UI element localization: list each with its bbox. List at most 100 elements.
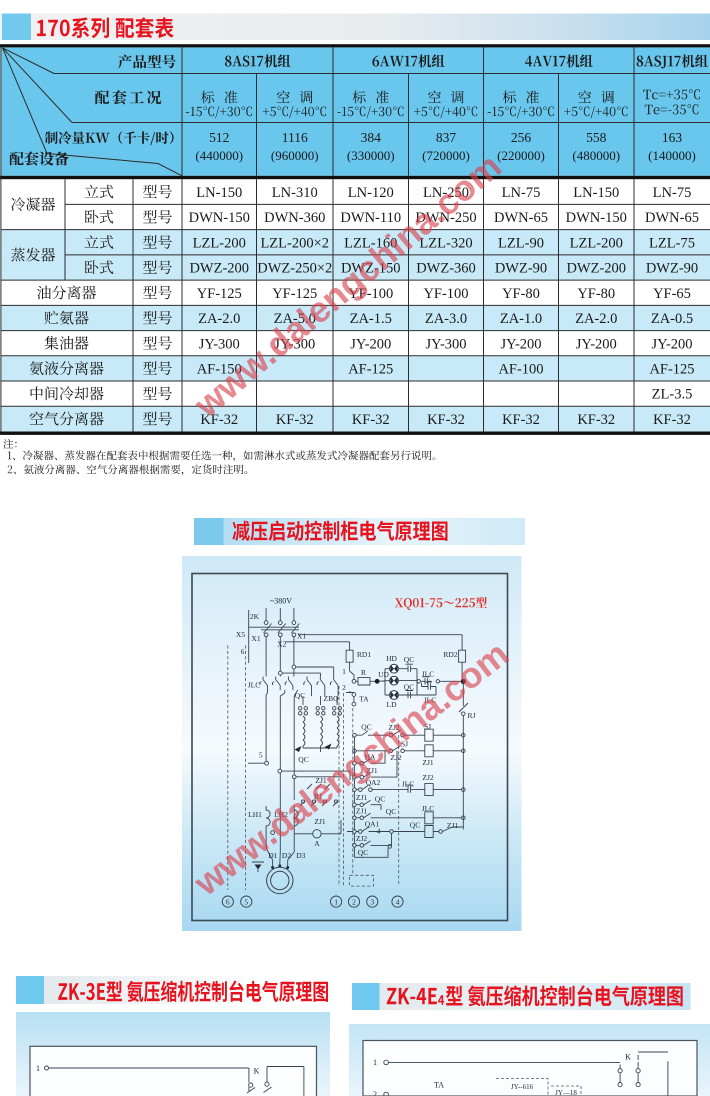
svg-text:DWN-65: DWN-65 <box>494 210 548 226</box>
svg-text:163: 163 <box>662 130 683 145</box>
svg-text:JY-200: JY-200 <box>500 336 541 352</box>
svg-text:ZJ1: ZJ1 <box>356 793 368 802</box>
svg-text:6: 6 <box>226 897 230 906</box>
svg-text:LZL-200: LZL-200 <box>193 235 246 251</box>
svg-text:KF-32: KF-32 <box>352 412 390 428</box>
svg-text:JLC: JLC <box>402 780 415 789</box>
svg-text:DWZ-150: DWZ-150 <box>341 261 401 277</box>
svg-text:LZL-200: LZL-200 <box>570 235 623 251</box>
svg-text:KF-32: KF-32 <box>577 412 615 428</box>
svg-text:ZA-5.0: ZA-5.0 <box>274 311 316 327</box>
svg-text:UD: UD <box>378 670 389 679</box>
svg-text:384: 384 <box>361 130 382 145</box>
svg-text:RD2: RD2 <box>443 650 457 659</box>
svg-text:QA1: QA1 <box>365 820 380 829</box>
svg-text:K: K <box>625 1052 631 1061</box>
svg-text:LN-250: LN-250 <box>423 185 469 201</box>
svg-text:QC: QC <box>386 807 396 816</box>
svg-text:DWN-250: DWN-250 <box>415 210 476 226</box>
svg-text:4: 4 <box>396 897 400 906</box>
svg-text:LN-150: LN-150 <box>196 185 242 201</box>
svg-text:LZL-160: LZL-160 <box>344 235 397 251</box>
svg-text:1: 1 <box>334 897 338 906</box>
svg-text:5: 5 <box>244 897 248 906</box>
svg-text:QC: QC <box>358 848 368 857</box>
svg-text:ZJ1: ZJ1 <box>356 807 368 816</box>
svg-text:TA: TA <box>434 1080 444 1089</box>
svg-text:LN-310: LN-310 <box>272 185 318 201</box>
svg-text:(330000): (330000) <box>347 148 395 163</box>
svg-text:JY-200: JY-200 <box>576 336 617 352</box>
svg-text:YF-125: YF-125 <box>272 286 317 302</box>
svg-text:837: 837 <box>436 130 457 145</box>
svg-text:KF-32: KF-32 <box>502 412 540 428</box>
svg-text:5: 5 <box>259 751 263 760</box>
svg-text:AF-100: AF-100 <box>498 362 543 378</box>
svg-text:ZJ1: ZJ1 <box>366 766 378 775</box>
svg-text:(480000): (480000) <box>572 148 620 163</box>
svg-text:DWN-150: DWN-150 <box>566 210 627 226</box>
svg-text:YF-125: YF-125 <box>197 286 242 302</box>
svg-text:DWZ-250×2: DWZ-250×2 <box>257 261 332 277</box>
svg-text:512: 512 <box>209 130 229 145</box>
svg-text:ZJ2: ZJ2 <box>390 753 402 762</box>
svg-text:RD1: RD1 <box>357 650 371 659</box>
svg-text:ZJ2: ZJ2 <box>356 834 368 843</box>
svg-text:HA: HA <box>365 753 376 762</box>
svg-text:1116: 1116 <box>282 130 308 145</box>
svg-text:(440000): (440000) <box>195 148 243 163</box>
svg-text:ZA-3.0: ZA-3.0 <box>425 311 467 327</box>
svg-text:A: A <box>314 839 320 848</box>
svg-text:558: 558 <box>586 130 607 145</box>
svg-text:QC: QC <box>295 691 305 700</box>
svg-text:JY--616: JY--616 <box>511 1083 534 1091</box>
svg-text:2: 2 <box>342 683 346 692</box>
svg-text:ZA-1.0: ZA-1.0 <box>500 311 542 327</box>
svg-text:QC: QC <box>410 821 420 830</box>
svg-text:ZL-3.5: ZL-3.5 <box>652 387 693 403</box>
svg-text:KF-32: KF-32 <box>200 412 238 428</box>
svg-text:1: 1 <box>342 667 346 676</box>
svg-text:AF-150: AF-150 <box>197 362 242 378</box>
svg-text:QC: QC <box>404 683 414 692</box>
svg-text:HD: HD <box>386 654 397 663</box>
svg-text:JLC: JLC <box>422 804 435 813</box>
svg-text:1: 1 <box>373 1058 377 1067</box>
svg-text:SJ: SJ <box>424 722 431 731</box>
svg-text:LH1: LH1 <box>248 810 262 819</box>
svg-text:D3: D3 <box>296 851 305 860</box>
svg-text:YF-100: YF-100 <box>423 286 468 302</box>
svg-text:ZA-0.5: ZA-0.5 <box>651 311 693 327</box>
svg-text:KF-32: KF-32 <box>427 412 465 428</box>
svg-text:JLC: JLC <box>424 696 437 705</box>
svg-text:DWZ-90: DWZ-90 <box>646 261 698 277</box>
svg-text:X1: X1 <box>297 632 306 641</box>
svg-text:YF-80: YF-80 <box>577 286 615 302</box>
svg-text:QC: QC <box>361 723 371 732</box>
svg-text:QA2: QA2 <box>366 778 381 787</box>
svg-text:QC: QC <box>375 795 385 804</box>
svg-text:(960000): (960000) <box>271 148 319 163</box>
svg-text:YF-65: YF-65 <box>653 286 691 302</box>
svg-text:LZL-75: LZL-75 <box>649 235 695 251</box>
svg-text:2K: 2K <box>250 612 260 621</box>
svg-text:KF-32: KF-32 <box>653 412 691 428</box>
svg-text:JLC: JLC <box>422 670 435 679</box>
svg-text:YF-100: YF-100 <box>348 286 393 302</box>
svg-text:K: K <box>254 1066 260 1075</box>
svg-text:JY-300: JY-300 <box>199 336 240 352</box>
svg-text:R: R <box>361 668 366 677</box>
svg-text:LH2: LH2 <box>274 810 288 819</box>
svg-text:AF-125: AF-125 <box>649 362 694 378</box>
svg-text:(140000): (140000) <box>648 148 696 163</box>
svg-text:X2: X2 <box>277 640 286 649</box>
svg-text:LD: LD <box>387 700 398 709</box>
svg-text:JY-300: JY-300 <box>274 336 315 352</box>
svg-text:JY-200: JY-200 <box>651 336 692 352</box>
svg-text:6: 6 <box>241 647 245 656</box>
svg-text:2: 2 <box>373 1090 377 1096</box>
svg-text:KF-32: KF-32 <box>276 412 314 428</box>
svg-text:DWN-65: DWN-65 <box>645 210 699 226</box>
svg-text:~380V: ~380V <box>270 596 292 605</box>
svg-text:ZA-1.5: ZA-1.5 <box>350 311 392 327</box>
